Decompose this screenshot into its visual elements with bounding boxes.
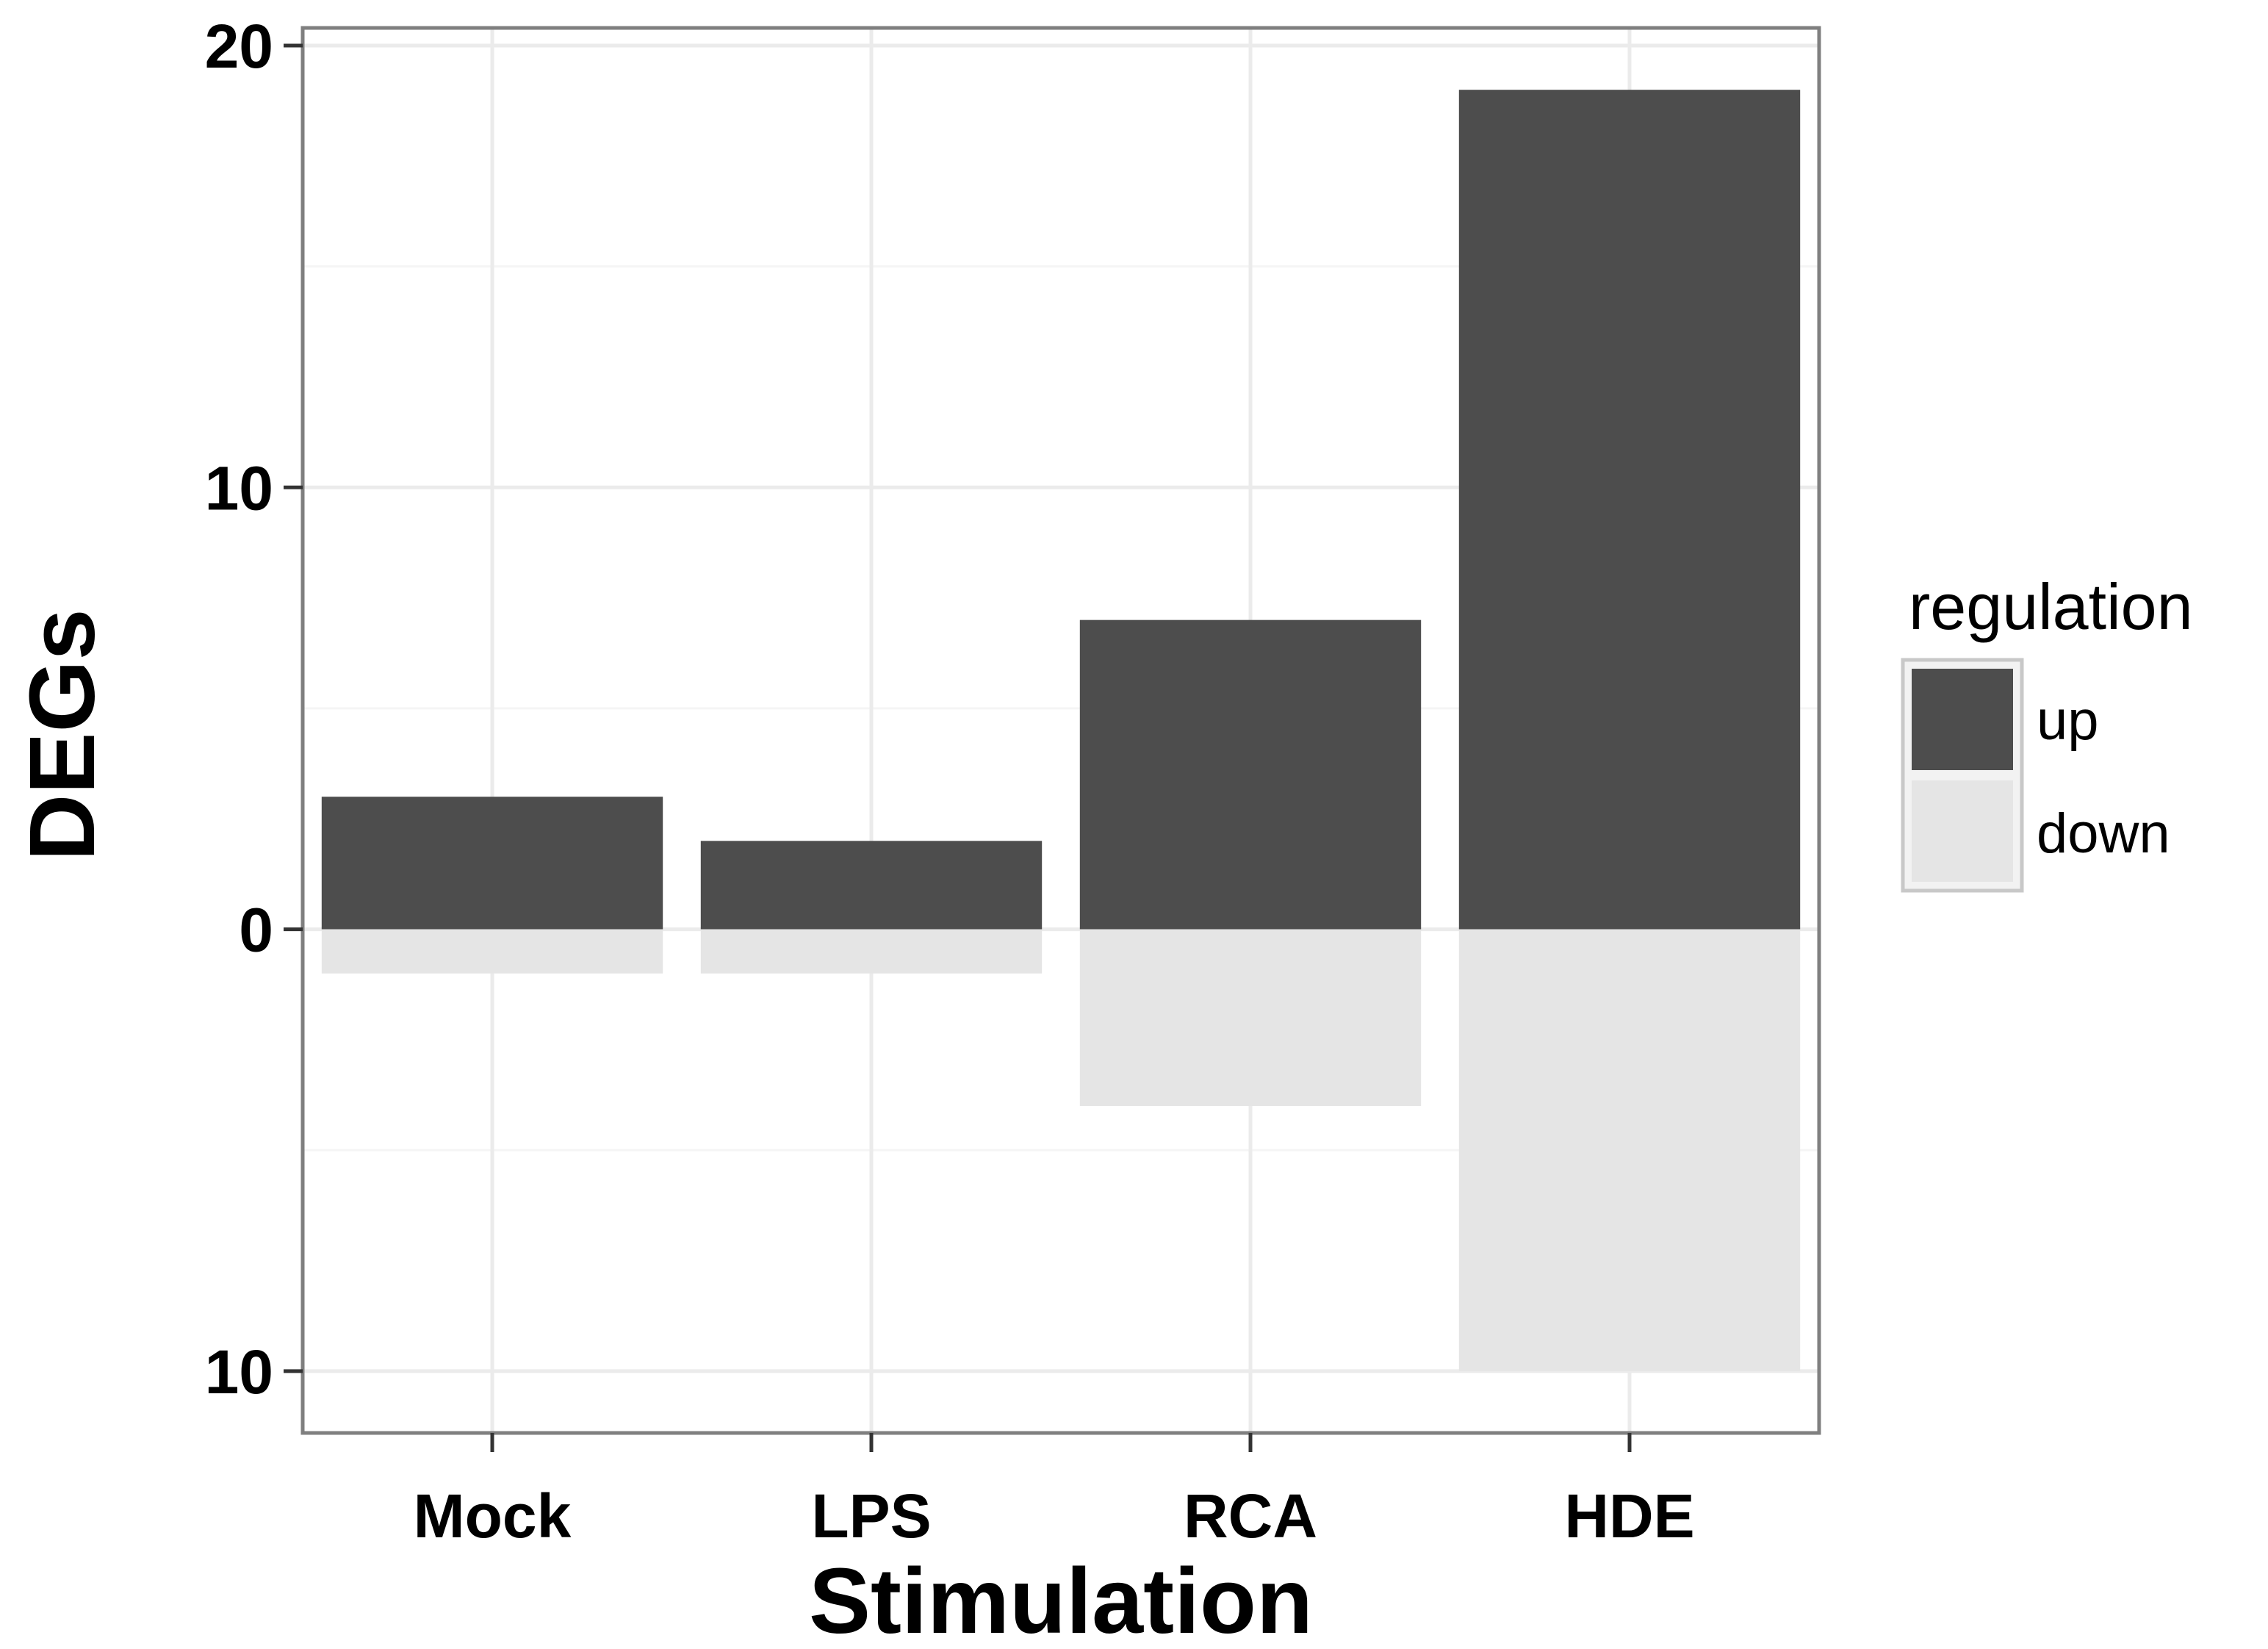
legend-title: regulation: [1909, 570, 2193, 643]
y-axis-title: DEGs: [10, 608, 114, 861]
bar-down-hde: [1458, 929, 1801, 1371]
tick-labels: 20 10 0 10 Mock LPS RCA HDE: [205, 12, 1695, 1551]
legend-key-down: [1912, 780, 2013, 882]
legend-label-down: down: [2037, 802, 2170, 865]
x-axis-title: Stimulation: [809, 1549, 1313, 1649]
bar-up-hde: [1458, 90, 1801, 930]
legend: regulation up down: [1901, 570, 2193, 893]
x-tick-label: RCA: [1184, 1481, 1317, 1551]
axis-ticks: [284, 43, 1632, 1452]
legend-key-up: [1912, 669, 2013, 770]
bar-down-lps: [700, 929, 1043, 974]
bar-down-rca: [1079, 929, 1422, 1107]
y-tick-label: 20: [205, 12, 273, 81]
bars: [321, 90, 1801, 1371]
x-tick-label: LPS: [811, 1481, 931, 1551]
bar-down-mock: [321, 929, 663, 974]
plot-panel-border: [300, 26, 1821, 1435]
y-tick-label: 0: [239, 896, 273, 965]
y-tick-label: 10: [205, 1337, 273, 1406]
x-tick-label: Mock: [414, 1481, 572, 1551]
legend-label-up: up: [2037, 689, 2099, 752]
x-tick-label: HDE: [1564, 1481, 1694, 1551]
y-tick-label: 10: [205, 453, 273, 522]
bar-up-rca: [1079, 619, 1422, 930]
bar-up-mock: [321, 797, 663, 930]
bar-up-lps: [700, 841, 1043, 930]
